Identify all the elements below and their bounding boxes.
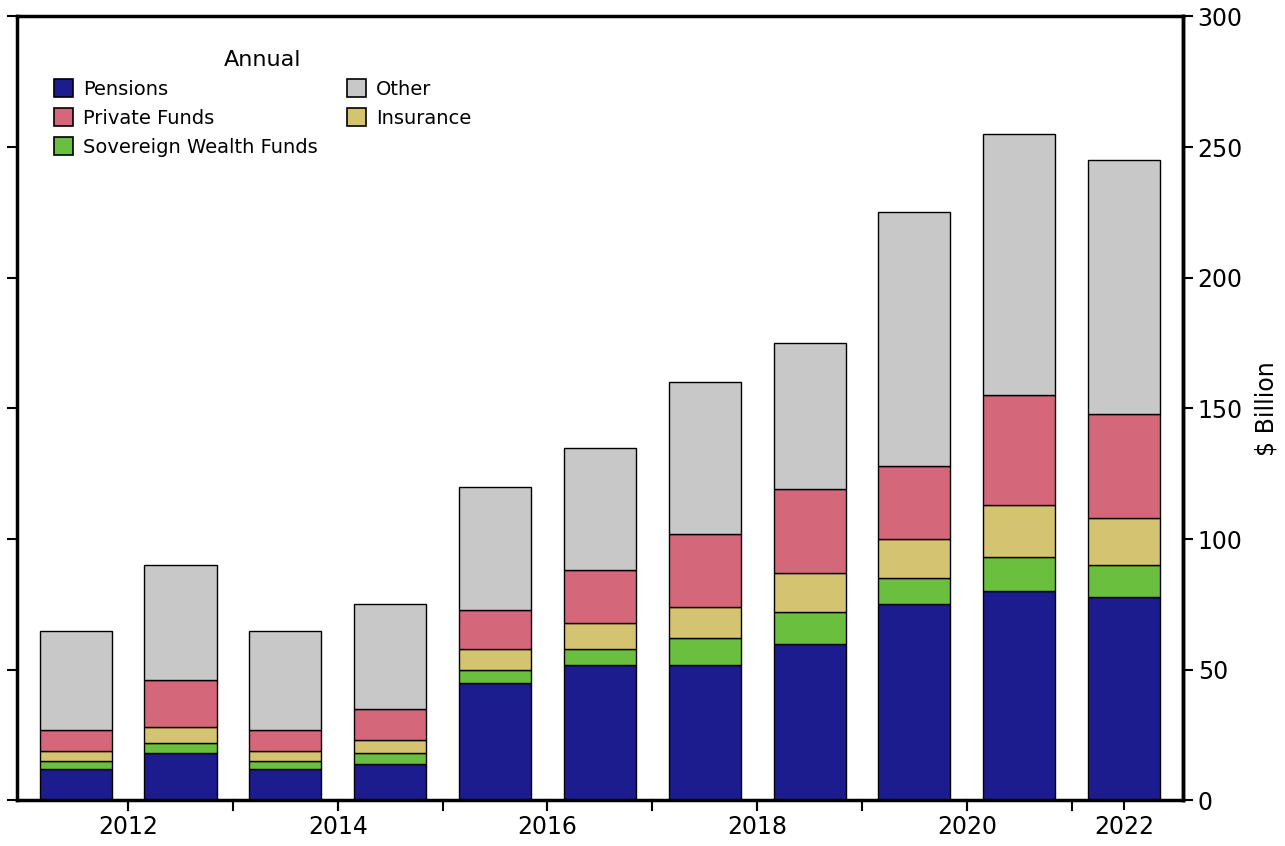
Bar [879,212,951,466]
Bar [774,644,846,800]
Bar [1088,565,1160,596]
Bar [40,769,112,800]
Bar [459,610,531,649]
Bar [355,709,427,740]
Bar [983,558,1055,591]
Bar [1088,414,1160,519]
Bar [1088,160,1160,414]
Bar [983,395,1055,505]
Bar [144,743,217,754]
Bar [879,466,951,539]
Bar [459,649,531,670]
Bar [879,579,951,604]
Bar [983,505,1055,558]
Bar [879,604,951,800]
Bar [249,730,321,750]
Bar [144,754,217,800]
Bar [774,613,846,644]
Bar [144,680,217,728]
Bar [355,764,427,800]
Bar [668,665,740,800]
Bar [144,565,217,680]
Bar [249,761,321,769]
Bar [459,683,531,800]
Bar [668,382,740,534]
Legend: Pensions, Private Funds, Sovereign Wealth Funds, Other, Insurance: Pensions, Private Funds, Sovereign Wealt… [39,34,487,173]
Bar [564,623,636,649]
Bar [774,343,846,490]
Bar [249,769,321,800]
Bar [459,670,531,683]
Bar [144,728,217,743]
Bar [668,534,740,607]
Bar [668,607,740,639]
Bar [40,630,112,730]
Bar [355,604,427,709]
Bar [983,134,1055,395]
Y-axis label: $ Billion: $ Billion [1254,361,1279,456]
Bar [40,750,112,761]
Bar [564,649,636,665]
Bar [1088,519,1160,565]
Bar [40,730,112,750]
Bar [564,448,636,570]
Bar [40,761,112,769]
Bar [249,750,321,761]
Bar [564,570,636,623]
Bar [774,490,846,573]
Bar [879,539,951,579]
Bar [249,630,321,730]
Bar [564,665,636,800]
Bar [774,573,846,613]
Bar [459,486,531,610]
Bar [1088,596,1160,800]
Bar [983,591,1055,800]
Bar [355,754,427,764]
Bar [355,740,427,754]
Bar [668,639,740,665]
